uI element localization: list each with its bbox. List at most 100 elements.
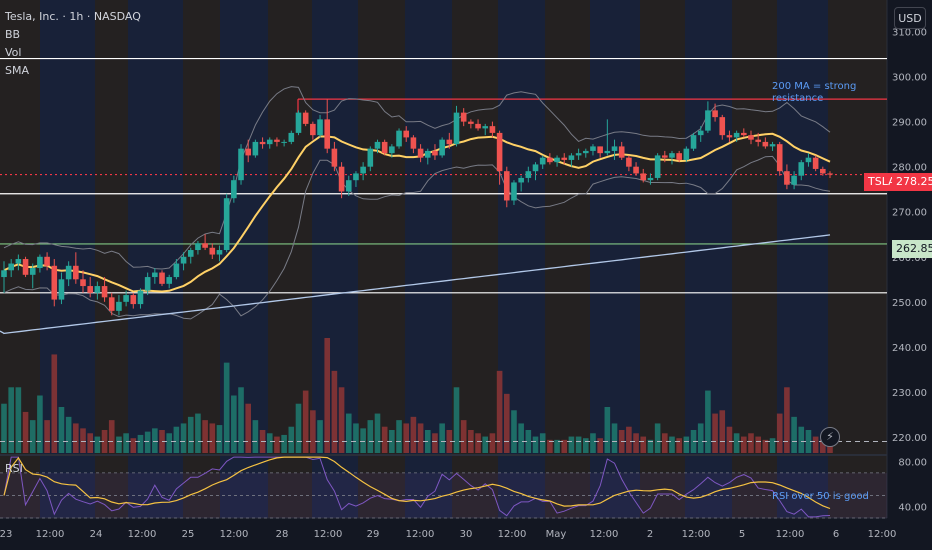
time-tick-label: 12:00 (128, 529, 157, 540)
time-tick-label: 12:00 (682, 529, 711, 540)
candle-body (266, 139, 273, 145)
candle-body (676, 153, 682, 160)
candle-body (532, 164, 539, 172)
candle-body (726, 135, 733, 138)
indicator-bb[interactable]: BB (5, 28, 21, 41)
time-tick-label: 6 (833, 529, 839, 540)
volume-bar (719, 410, 726, 453)
volume-bar (173, 426, 180, 453)
candle-body (482, 126, 489, 129)
candle-body (238, 148, 244, 181)
time-tick-label: 24 (90, 529, 103, 540)
volume-bar (130, 438, 137, 453)
candle-body (647, 177, 654, 181)
volume-bar (733, 433, 740, 453)
volume-bar (582, 438, 589, 453)
volume-bar (748, 433, 754, 453)
indicator-vol[interactable]: Vol (5, 46, 22, 59)
volume-bar (1, 403, 7, 453)
candle-body (295, 112, 302, 133)
candle-body (209, 247, 216, 255)
candle-body (626, 157, 632, 167)
currency-button[interactable]: USD (894, 7, 926, 29)
candle-body (65, 265, 72, 280)
lightning-icon[interactable]: ⚡ (820, 427, 840, 447)
rsi-annotation[interactable]: RSI over 50 is good (772, 491, 869, 502)
volume-bar (820, 439, 826, 453)
rsi-ma-line (3, 456, 831, 510)
volume-bar (812, 436, 819, 453)
candle-body (252, 141, 259, 156)
volume-bar (597, 438, 603, 453)
candle-body (8, 263, 14, 271)
candle-body (381, 141, 388, 154)
rsi-tick-label: 40.00 (898, 503, 927, 514)
candle-body (424, 150, 431, 158)
candle-body (173, 263, 180, 278)
candle-body (274, 139, 280, 142)
rsi-pane-label[interactable]: RSI (5, 462, 23, 475)
time-axis-bg (0, 518, 932, 550)
candle-body (798, 162, 805, 176)
volume-bar (367, 420, 374, 453)
symbol-title[interactable]: Tesla, Inc. · 1h · NASDAQ (5, 10, 141, 23)
candle-body (389, 146, 395, 154)
candle-body (223, 198, 230, 251)
volume-bar (252, 420, 259, 453)
candle-body (58, 279, 65, 300)
price-tick-label: 290.00 (892, 118, 927, 129)
candle-body (697, 130, 704, 136)
volume-bar (547, 439, 553, 453)
time-tick-label: 2 (647, 529, 653, 540)
volume-bar (331, 370, 338, 453)
chart-legend: Tesla, Inc. · 1h · NASDAQ BB Vol SMA (5, 8, 141, 80)
volume-bar (561, 439, 568, 453)
candle-body (812, 157, 819, 169)
candle-body (683, 148, 690, 160)
volume-bar (152, 428, 158, 453)
time-tick-label: 5 (739, 529, 745, 540)
bollinger-upper (3, 86, 831, 270)
volume-bar (381, 426, 388, 453)
volume-bar (532, 436, 539, 453)
time-tick-label: 23 (0, 529, 12, 540)
volume-bar (590, 433, 596, 453)
level-price-badge: 262.85 (892, 240, 932, 258)
candle-body (805, 157, 812, 163)
candle-body (468, 121, 474, 124)
indicator-sma[interactable]: SMA (5, 64, 29, 77)
candle-body (22, 259, 29, 275)
candle-body (29, 268, 36, 275)
ma-annotation[interactable]: 200 MA = strong resistance (772, 81, 857, 104)
volume-bar (460, 420, 467, 453)
candle-body (324, 119, 331, 149)
time-tick-label: 12:00 (498, 529, 527, 540)
candle-body (820, 168, 826, 174)
candle-body (741, 132, 747, 136)
candle-body (784, 171, 790, 185)
candle-body (353, 173, 359, 181)
candle-body (396, 130, 402, 147)
volume-bar (288, 426, 295, 453)
volume-bar (647, 439, 654, 453)
volume-bar (662, 433, 668, 453)
volume-bar (525, 430, 532, 453)
volume-bar (65, 416, 72, 453)
candle-body (769, 144, 776, 147)
price-tick-label: 230.00 (892, 388, 927, 399)
candle-body (245, 148, 252, 156)
volume-bar (108, 420, 115, 453)
volume-bar (58, 407, 65, 453)
candle-body (503, 171, 510, 201)
candle-body (44, 256, 50, 266)
time-tick-label: 12:00 (868, 529, 897, 540)
session-band (452, 0, 498, 518)
volume-bar (654, 423, 661, 453)
ticker-badge: TSLA (864, 173, 900, 191)
volume-bar (324, 338, 331, 453)
candle-body (755, 139, 761, 142)
volume-bar (166, 433, 172, 453)
candle-body (87, 286, 93, 293)
time-tick-label: 12:00 (776, 529, 805, 540)
